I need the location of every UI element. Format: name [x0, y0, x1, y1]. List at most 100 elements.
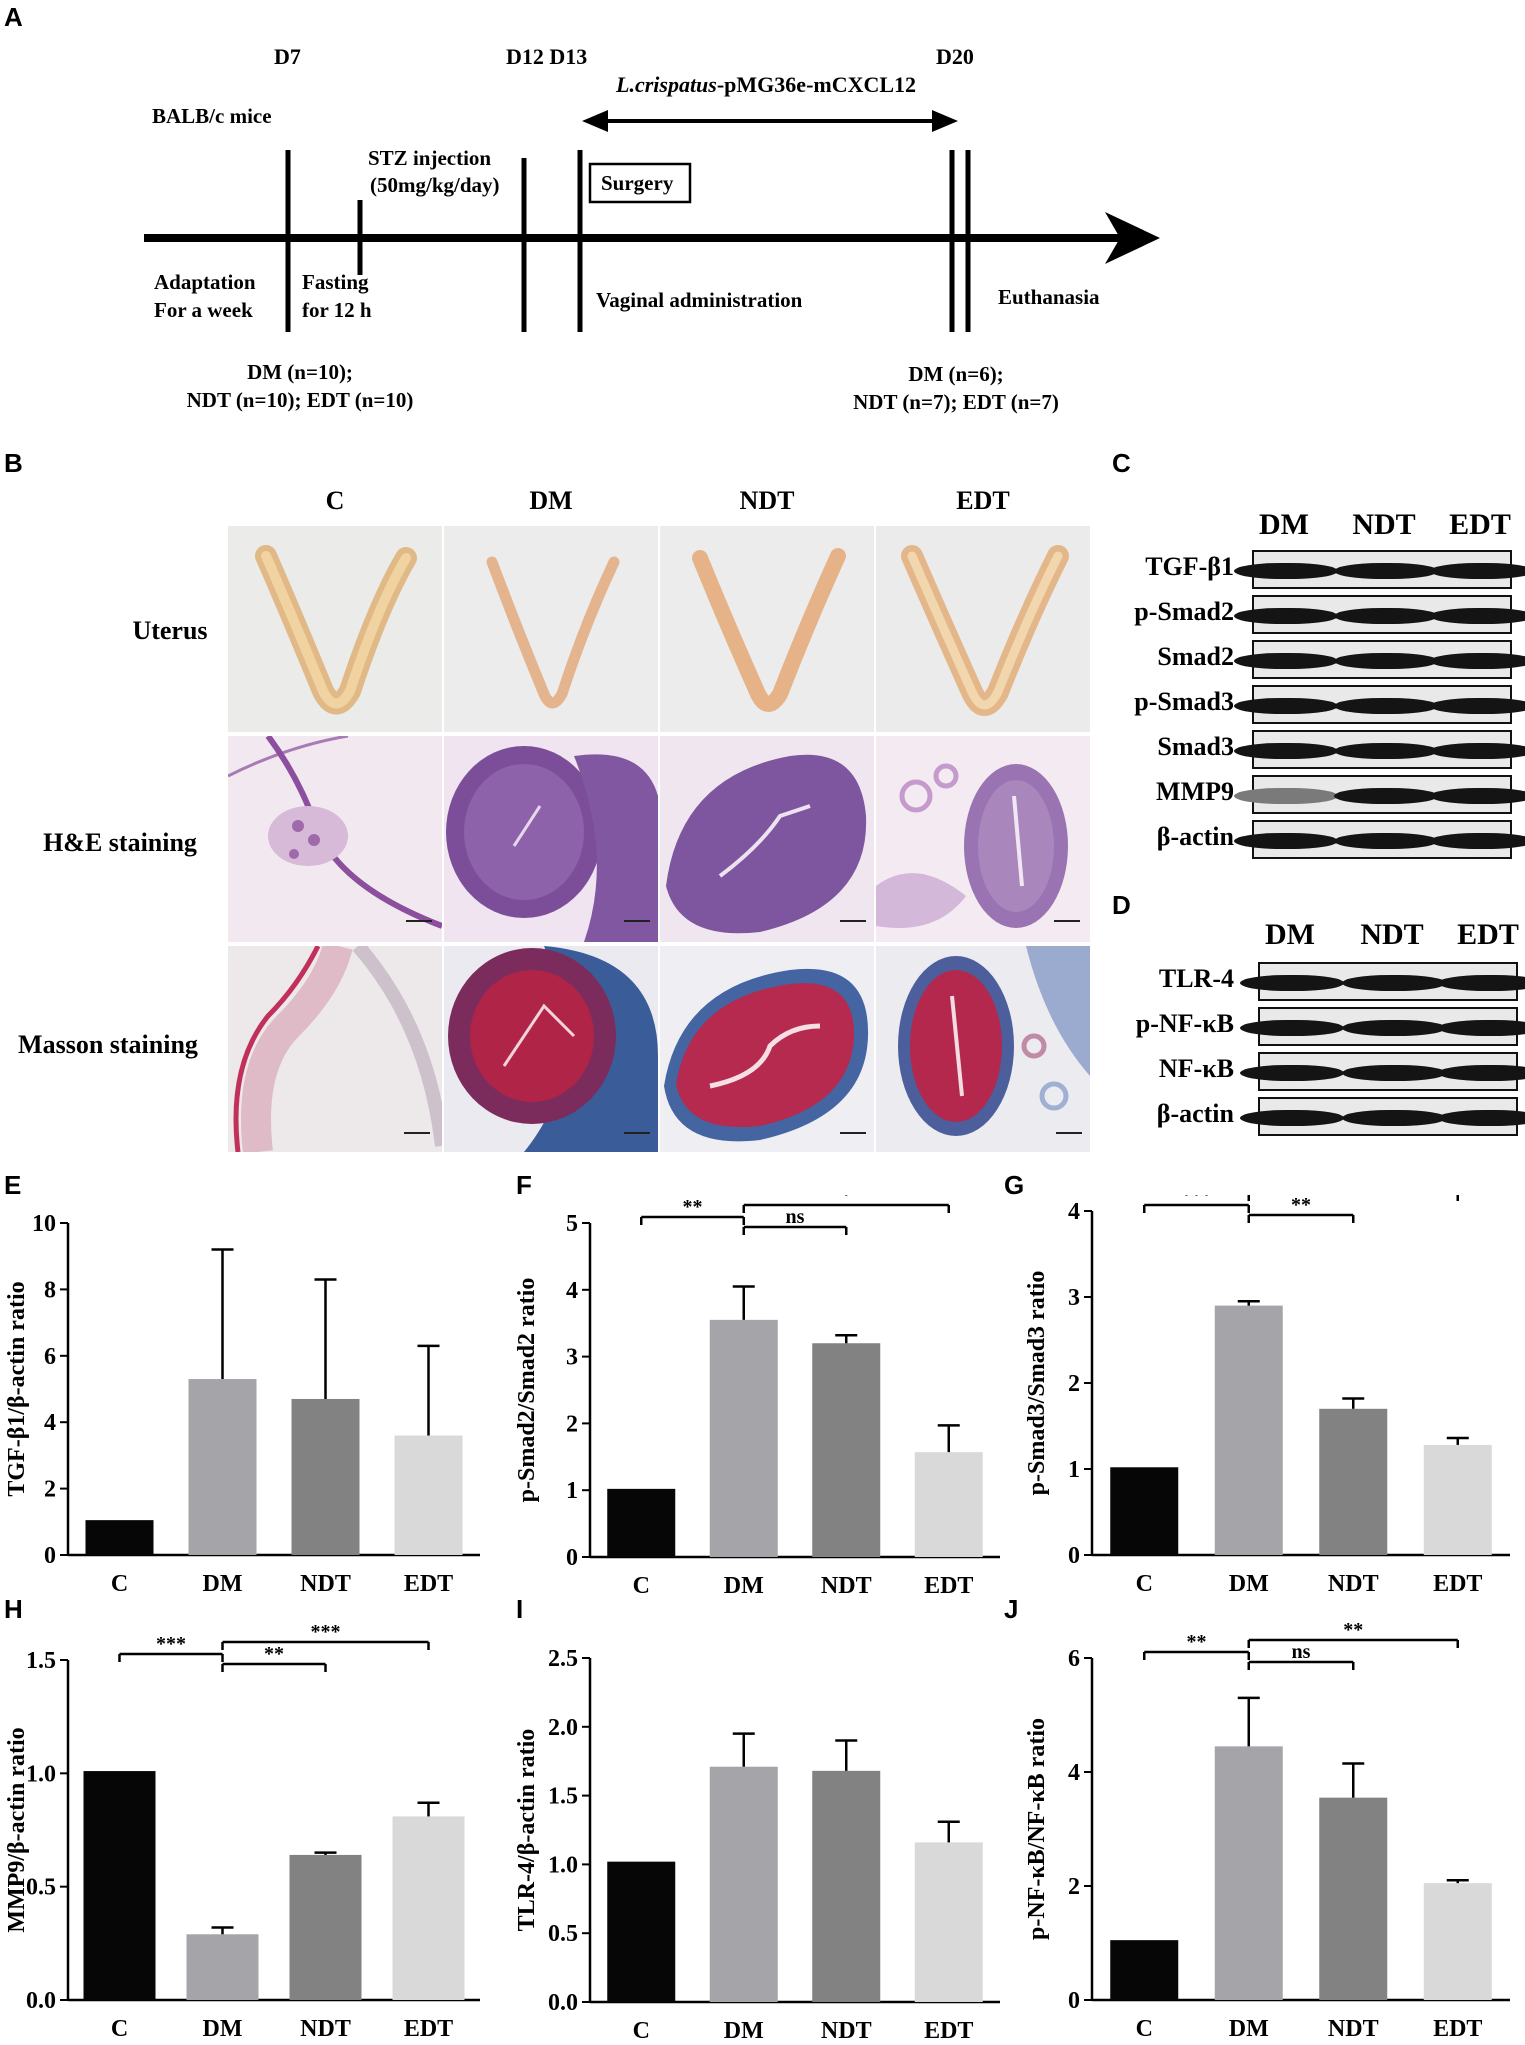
he-image-dm — [444, 736, 658, 942]
x-tick-label-ndt: NDT — [1328, 1571, 1379, 1597]
blot-d-group-ndt: NDT — [1360, 918, 1424, 951]
y-tick-label: 2 — [1068, 1874, 1080, 1900]
y-tick-label: 1.5 — [26, 1648, 56, 1674]
panel-label-b: B — [4, 448, 23, 478]
significance-label: ** — [1187, 1631, 1207, 1653]
y-axis-label: TLR-4/β-actin ratio — [514, 1729, 540, 1932]
y-axis-label: p-NF-κB/NF-κB ratio — [1024, 1718, 1050, 1940]
blot-d-row-label-p-nf-b: p-NF-κB — [1135, 1009, 1234, 1038]
blot-c-row-label-p-smad2: p-Smad2 — [1134, 597, 1234, 626]
significance-label: ns — [1292, 1641, 1311, 1663]
bar-dm — [1214, 1746, 1283, 2000]
histology-col-dm: DM — [529, 486, 573, 515]
x-tick-label-ndt: NDT — [821, 2018, 872, 2044]
blot-c-group-edt: EDT — [1449, 508, 1511, 541]
blot-c-band — [1430, 562, 1525, 579]
bar-edt — [392, 1816, 465, 2000]
uterus-image-dm — [444, 526, 658, 732]
blot-c-band — [1430, 787, 1525, 804]
panel-label-j: J — [1004, 1594, 1019, 1624]
y-tick-label: 2 — [1068, 1371, 1080, 1397]
blot-c-band — [1430, 697, 1525, 714]
groups-start-line1: DM (n=10); — [247, 360, 353, 384]
he-image-edt — [876, 736, 1090, 942]
groups-end-line1: DM (n=6); — [908, 362, 1004, 386]
blot-d-band — [1438, 1109, 1525, 1126]
he-image-c — [228, 736, 442, 942]
chart-e: 0 2 4 6 8 10 TGF-β1/β-actin ratio C DM NDT EDT — [4, 1211, 480, 1597]
y-axis-label: TGF-β1/β-actin ratio — [4, 1281, 30, 1496]
y-tick-label: 8 — [44, 1277, 56, 1303]
significance-label: ** — [683, 1196, 703, 1218]
x-tick-label-dm: DM — [724, 1573, 764, 1599]
y-axis-label: p-Smad3/Smad3 ratio — [1024, 1271, 1050, 1496]
day-label-d20: D20 — [936, 44, 974, 69]
x-tick-label-dm: DM — [203, 1571, 243, 1597]
y-tick-label: 0 — [44, 1543, 56, 1569]
x-tick-label-dm: DM — [1229, 2016, 1269, 2042]
blot-c-row-tgf-1 — [1234, 550, 1525, 589]
chart-f: 0 1 2 3 4 5 p-Smad2/Smad2 ratio C DM NDT EDT ** ns * — [514, 1195, 1000, 1599]
histology-row-masson: Masson staining — [18, 1030, 198, 1059]
groups-end-line2: NDT (n=7); EDT (n=7) — [853, 390, 1059, 414]
bar-edt — [1423, 1444, 1492, 1555]
blot-c-band — [1234, 652, 1338, 669]
panel-label-h: H — [4, 1594, 23, 1624]
y-tick-label: 0 — [1068, 1988, 1080, 2014]
blot-c-row-label-p-smad3: p-Smad3 — [1134, 687, 1234, 716]
panel-label-c: C — [1112, 448, 1131, 478]
x-tick-label-edt: EDT — [404, 2016, 453, 2042]
blot-c-row-label-tgf-1: TGF-β1 — [1145, 552, 1234, 581]
panel-label-e: E — [4, 1170, 22, 1200]
groups-start-line2: NDT (n=10); EDT (n=10) — [186, 388, 414, 412]
panel-label-f: F — [516, 1170, 532, 1200]
bar-c — [607, 1488, 676, 1557]
y-tick-label: 0.0 — [26, 1988, 56, 2014]
bacteria-label: L.crispatus-pMG36e-mCXCL12 — [616, 72, 917, 97]
histology-row-uterus: Uterus — [132, 616, 208, 645]
blot-d-band — [1240, 974, 1344, 991]
x-tick-label-edt: EDT — [1433, 1571, 1482, 1597]
significance-label: ** — [264, 1643, 284, 1665]
blot-c-band — [1334, 787, 1438, 804]
blot-d-band — [1240, 1064, 1344, 1081]
blot-d-band — [1438, 974, 1525, 991]
x-tick-label-ndt: NDT — [1328, 2016, 1379, 2042]
blot-c-row-label-mmp9: MMP9 — [1156, 777, 1234, 806]
y-tick-label: 0 — [1068, 1543, 1080, 1569]
histology-col-edt: EDT — [956, 486, 1010, 515]
significance-label: ** — [1343, 1620, 1363, 1641]
blot-c-band — [1234, 697, 1338, 714]
surgery-box — [588, 162, 692, 204]
panel-label-g: G — [1004, 1170, 1025, 1200]
significance-label: ns — [786, 1206, 805, 1228]
y-tick-label: 3 — [566, 1345, 578, 1371]
masson-image-dm — [444, 946, 658, 1152]
x-tick-label-ndt: NDT — [300, 1571, 351, 1597]
blot-d-row-label-nf-b: NF-κB — [1158, 1054, 1234, 1083]
histology-col-ndt: NDT — [739, 486, 795, 515]
y-tick-label: 6 — [44, 1344, 56, 1370]
x-tick-label-c: C — [633, 1573, 650, 1599]
blot-d-group-edt: EDT — [1457, 918, 1519, 951]
bar-dm — [186, 1934, 259, 2000]
fasting-label-1: Fasting — [302, 270, 369, 294]
bar-c — [1110, 1940, 1179, 2000]
significance-label: *** — [311, 1621, 341, 1643]
treatment-span-arrow-right — [932, 110, 958, 132]
bar-edt — [394, 1435, 463, 1555]
y-tick-label: 5 — [566, 1211, 578, 1237]
x-tick-label-edt: EDT — [924, 1573, 973, 1599]
blot-d-band — [1342, 1019, 1446, 1036]
bar-c — [607, 1861, 676, 2002]
panel-label-d: D — [1112, 890, 1131, 920]
stz-label-1: STZ injection — [368, 146, 492, 170]
blot-c-band — [1334, 652, 1438, 669]
x-tick-label-ndt: NDT — [821, 1573, 872, 1599]
bar-c — [85, 1520, 154, 1555]
blot-c-band — [1430, 652, 1525, 669]
blot-c-band — [1234, 742, 1338, 759]
stz-label-2: (50mg/kg/day) — [370, 173, 500, 197]
y-tick-label: 0.5 — [548, 1921, 578, 1947]
